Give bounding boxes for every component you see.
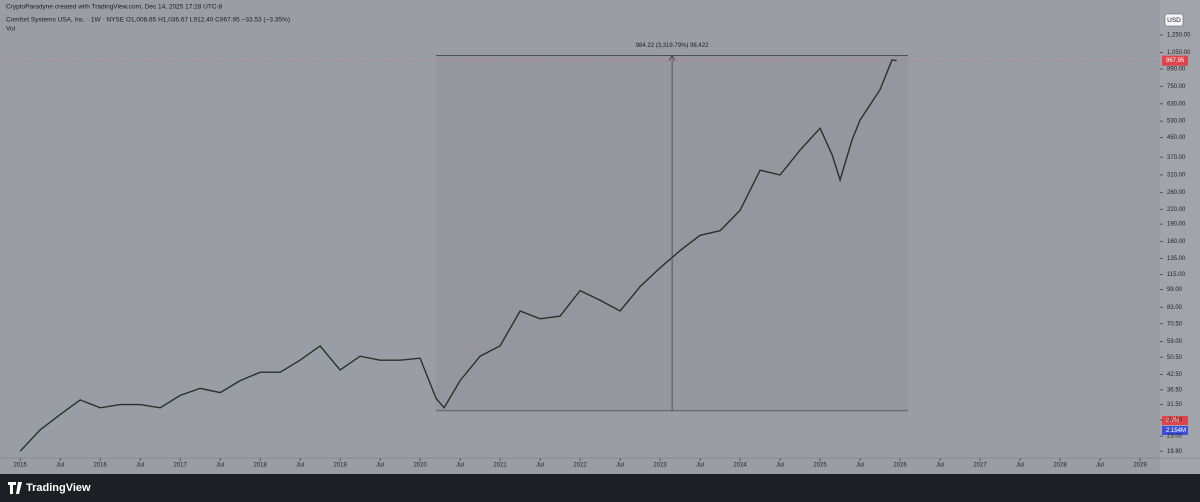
credit: CryptoParadyne created with TradingView.… [6, 4, 223, 11]
x-tick-label: 2018 [253, 463, 267, 469]
x-tick-label: 2015 [14, 463, 28, 469]
volume-label: Vol [6, 26, 16, 33]
x-tick-label: 2028 [1053, 463, 1067, 469]
x-tick-label: 2024 [733, 463, 747, 469]
volume-tag [1162, 416, 1188, 425]
y-tick-label: 1,050.00 [1167, 50, 1191, 56]
y-tick-label: 260.00 [1167, 190, 1186, 196]
chart-background [0, 0, 1200, 474]
measure-label: 984.22 (3,319.79%) 98,422 [636, 43, 709, 49]
x-tick-label: Jul [616, 463, 624, 469]
y-tick-label: 450.00 [1167, 135, 1186, 141]
x-tick-label: 2022 [573, 463, 587, 469]
volume-ma-tag-text: 2.154M [1166, 428, 1186, 434]
x-tick-label: Jul [136, 463, 144, 469]
x-tick-label: Jul [936, 463, 944, 469]
x-tick-label: Jul [56, 463, 64, 469]
y-tick-label: 370.00 [1167, 155, 1186, 161]
x-tick-label: Jul [856, 463, 864, 469]
y-tick-label: 310.00 [1167, 173, 1186, 179]
y-tick-label: 83.00 [1167, 305, 1183, 311]
x-tick-label: Jul [536, 463, 544, 469]
x-tick-label: 2020 [413, 463, 427, 469]
y-tick-label: 530.00 [1167, 119, 1186, 125]
footer [0, 474, 1200, 502]
y-tick-label: 50.50 [1167, 355, 1183, 361]
currency-button[interactable] [1164, 13, 1184, 27]
x-tick-label: Jul [776, 463, 784, 469]
x-tick-label: 2023 [653, 463, 667, 469]
last-price-tag [1162, 55, 1188, 66]
x-tick-label: Jul [456, 463, 464, 469]
x-tick-label: 2017 [173, 463, 187, 469]
y-tick-label: 160.00 [1167, 239, 1186, 245]
measure-arrowhead [668, 54, 676, 61]
price-axis [1160, 0, 1200, 474]
x-tick-label: 2016 [94, 463, 108, 469]
x-tick-label: 2019 [333, 463, 347, 469]
y-tick-label: 19.80 [1167, 449, 1183, 455]
brand-logo [8, 482, 22, 494]
y-tick-label: 59.00 [1167, 339, 1183, 345]
y-tick-label: 23.00 [1167, 434, 1183, 440]
brand: TradingView [26, 482, 91, 494]
price-line [19, 59, 897, 452]
y-tick-label: 750.00 [1167, 84, 1186, 90]
y-tick-label: 630.00 [1167, 101, 1186, 107]
y-tick-label: 220.00 [1167, 207, 1186, 213]
y-tick-label: 99.00 [1167, 287, 1183, 293]
currency[interactable]: USD [1167, 17, 1181, 24]
volume-tag-text: 2.7M [1166, 418, 1179, 424]
y-tick-label: 42.50 [1167, 372, 1183, 378]
y-tick-label: 115.00 [1167, 272, 1186, 278]
y-tick-label: 890.00 [1167, 67, 1186, 73]
y-tick-label: 31.50 [1167, 402, 1183, 408]
y-tick-label: 135.00 [1167, 256, 1186, 262]
x-tick-label: 2029 [1133, 463, 1147, 469]
x-tick-label: Jul [296, 463, 304, 469]
y-tick-label: 36.50 [1167, 387, 1183, 393]
x-tick-label: 2021 [493, 463, 507, 469]
y-tick-label: 1,250.00 [1167, 33, 1191, 39]
y-tick-label: 70.50 [1167, 321, 1183, 327]
x-tick-label: Jul [216, 463, 224, 469]
y-tick-label: 190.00 [1167, 222, 1186, 228]
x-tick-label: 2026 [893, 463, 907, 469]
x-tick-label: Jul [1096, 463, 1104, 469]
x-tick-label: Jul [376, 463, 384, 469]
x-tick-label: 2027 [973, 463, 987, 469]
x-tick-label: Jul [1016, 463, 1024, 469]
symbol-line: Comfort Systems USA, Inc. · 1W · NYSE O1… [6, 17, 290, 24]
x-tick-label: Jul [696, 463, 704, 469]
last-price-label: 967.95 [1166, 58, 1185, 64]
x-tick-label: 2025 [813, 463, 827, 469]
volume-ma-tag [1162, 426, 1188, 435]
y-tick-label: 27.00 [1167, 418, 1183, 424]
